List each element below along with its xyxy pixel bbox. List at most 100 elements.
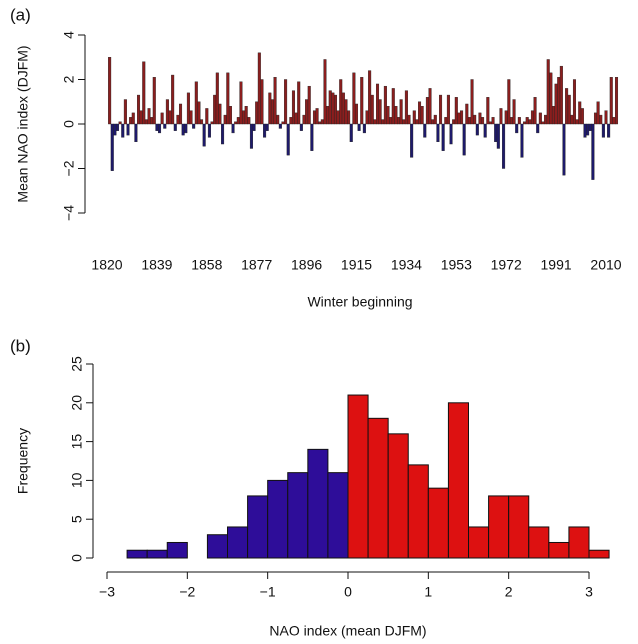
y-tick-label: 20 bbox=[69, 395, 85, 411]
bar bbox=[439, 94, 443, 125]
bar bbox=[580, 108, 584, 125]
bar bbox=[218, 103, 222, 125]
x-tick-label: 3 bbox=[585, 584, 593, 600]
bar bbox=[234, 121, 238, 125]
bar bbox=[263, 123, 267, 138]
x-tick-label: 1972 bbox=[491, 257, 522, 273]
bar bbox=[586, 123, 590, 136]
histogram-bar bbox=[287, 472, 309, 559]
bar bbox=[302, 114, 306, 125]
bar bbox=[360, 77, 364, 125]
bar bbox=[320, 119, 324, 125]
histogram-bar bbox=[588, 549, 610, 559]
bar bbox=[544, 114, 548, 125]
bar bbox=[373, 119, 377, 125]
histogram-bar bbox=[367, 417, 389, 559]
histogram-bar bbox=[508, 495, 530, 559]
bar bbox=[173, 123, 177, 131]
bar bbox=[226, 72, 230, 125]
bar bbox=[494, 123, 498, 142]
bar bbox=[370, 94, 374, 125]
bar bbox=[247, 117, 251, 125]
bar bbox=[591, 123, 595, 180]
bar bbox=[189, 110, 193, 125]
bar bbox=[268, 92, 272, 125]
bar bbox=[541, 121, 545, 125]
bar bbox=[278, 123, 282, 129]
bar bbox=[315, 108, 319, 125]
bar bbox=[252, 123, 256, 131]
bar bbox=[399, 99, 403, 125]
bar bbox=[491, 117, 495, 125]
bar bbox=[349, 123, 353, 142]
y-tick-label: 0 bbox=[61, 120, 77, 128]
x-tick-label: 1858 bbox=[191, 257, 222, 273]
bar bbox=[381, 119, 385, 125]
bar bbox=[460, 110, 464, 125]
bar bbox=[567, 94, 571, 125]
bar bbox=[312, 110, 316, 125]
bar bbox=[115, 123, 120, 131]
bar bbox=[412, 110, 416, 125]
x-tick-label: 1934 bbox=[391, 257, 422, 273]
bar bbox=[496, 123, 500, 149]
bar bbox=[213, 94, 217, 125]
bar bbox=[475, 123, 479, 136]
bar bbox=[394, 105, 398, 125]
histogram-bar bbox=[548, 541, 570, 559]
bar bbox=[486, 97, 490, 125]
bar bbox=[202, 123, 206, 147]
bar bbox=[297, 81, 301, 125]
bar bbox=[402, 119, 406, 125]
x-tick-label: 2 bbox=[505, 584, 513, 600]
bar bbox=[375, 83, 380, 125]
bar bbox=[276, 114, 280, 125]
bar bbox=[270, 99, 274, 125]
bar bbox=[339, 79, 343, 125]
y-tick-label: −2 bbox=[61, 160, 77, 176]
bar bbox=[126, 123, 130, 136]
x-tick-label: 1896 bbox=[291, 257, 322, 273]
bar bbox=[462, 123, 466, 156]
histogram-bar bbox=[126, 549, 148, 559]
y-tick-label: 5 bbox=[69, 515, 85, 523]
y-tick-label: 0 bbox=[69, 554, 85, 562]
bar bbox=[533, 97, 537, 125]
bar bbox=[525, 117, 529, 125]
bar bbox=[255, 101, 259, 125]
bar bbox=[318, 121, 322, 125]
x-tick-label: 1 bbox=[424, 584, 432, 600]
bar bbox=[129, 117, 133, 125]
y-tick-label: 10 bbox=[69, 472, 85, 488]
bar bbox=[123, 99, 127, 125]
bar bbox=[186, 92, 190, 125]
x-tick-label: 0 bbox=[344, 584, 352, 600]
bar bbox=[570, 114, 574, 125]
bar bbox=[517, 117, 521, 125]
bar bbox=[397, 117, 401, 125]
bar bbox=[470, 79, 474, 125]
bar bbox=[588, 123, 592, 131]
bar bbox=[449, 123, 453, 145]
bar bbox=[228, 105, 232, 125]
bar bbox=[431, 119, 435, 125]
bar bbox=[152, 77, 156, 125]
bar bbox=[502, 123, 506, 169]
bar bbox=[200, 119, 204, 125]
bar bbox=[593, 112, 598, 125]
bar bbox=[307, 85, 311, 125]
bar bbox=[473, 114, 477, 125]
x-tick-label: 1915 bbox=[341, 257, 372, 273]
bar bbox=[299, 123, 303, 131]
bar bbox=[546, 59, 550, 125]
bar bbox=[614, 77, 619, 125]
bar bbox=[336, 110, 340, 125]
bar bbox=[467, 117, 471, 125]
x-tick-label: −3 bbox=[99, 584, 115, 600]
histogram-bar bbox=[488, 495, 510, 559]
bar bbox=[575, 119, 579, 125]
panel-label: (a) bbox=[10, 5, 31, 24]
histogram-bar bbox=[468, 526, 490, 559]
bar bbox=[323, 59, 327, 125]
bar bbox=[131, 112, 135, 125]
